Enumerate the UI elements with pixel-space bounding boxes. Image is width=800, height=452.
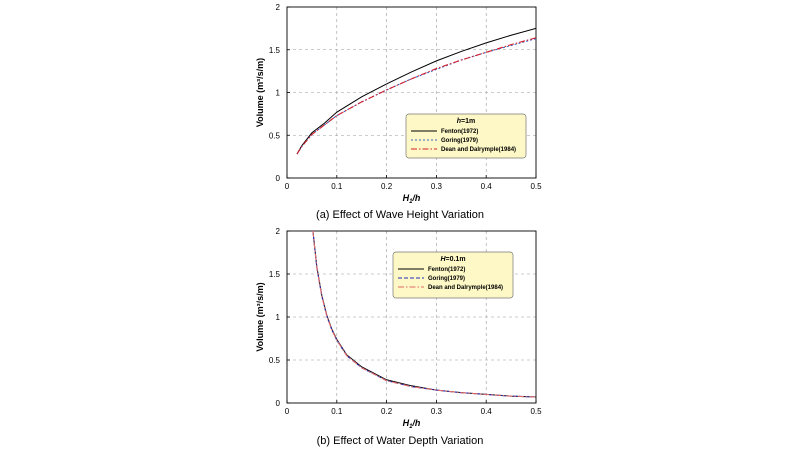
x-tick-label: 0 bbox=[285, 182, 290, 191]
x-axis-title: H1/h bbox=[403, 193, 421, 205]
legend-title-rest: =1m bbox=[461, 118, 475, 125]
series-line-1 bbox=[296, 27, 536, 155]
y-tick-label: 1 bbox=[276, 89, 281, 98]
y-tick-label: 0.5 bbox=[269, 356, 281, 365]
legend-title-rest: =0.1m bbox=[446, 256, 466, 263]
y-tick-label: 1 bbox=[276, 313, 281, 322]
legend-entry-2: Goring(1979) bbox=[428, 276, 465, 282]
x-tick-label: 0.1 bbox=[331, 182, 343, 191]
x-tick-label: 0.5 bbox=[530, 407, 542, 416]
y-tick-label: 0 bbox=[276, 399, 281, 408]
series-line-3 bbox=[312, 231, 536, 398]
x-tick-label: 0 bbox=[285, 407, 290, 416]
figure-caption: (a) Effect of Wave Height Variation bbox=[316, 209, 484, 221]
x-tick-label: 0.2 bbox=[381, 182, 393, 191]
y-tick-label: 2 bbox=[276, 3, 281, 12]
chart-panel-2: 0 0.1 0.2 0.3 0.4 0.5 0 0.5 1 1.5 2 Volume (m³/s/m)… bbox=[255, 227, 542, 447]
x-tick-label: 0.2 bbox=[381, 407, 393, 416]
x-axis-title-sub: 1 bbox=[409, 424, 413, 430]
x-tick-label: 0.3 bbox=[431, 407, 443, 416]
x-tick-label: 0.4 bbox=[481, 182, 493, 191]
y-tick-label: 0 bbox=[276, 174, 281, 183]
x-tick-label: 0.3 bbox=[431, 182, 443, 191]
x-axis-title-rest: /h bbox=[411, 418, 421, 428]
series-line-3 bbox=[296, 37, 536, 155]
y-tick-label: 1.5 bbox=[269, 46, 281, 55]
x-tick-label: 0.4 bbox=[481, 407, 493, 416]
legend-entry-3: Dean and Dalrymple(1984) bbox=[428, 285, 503, 291]
legend-entry-1: Fenton(1972) bbox=[428, 267, 465, 273]
legend: H=0.1m Fenton(1972) Goring(1979) Dean and D… bbox=[392, 251, 514, 299]
y-tick-label: 0.5 bbox=[269, 131, 281, 140]
x-axis-title-main: H bbox=[403, 193, 410, 203]
legend-title: H=0.1m bbox=[440, 256, 465, 263]
legend-title: h=1m bbox=[457, 118, 476, 125]
y-axis-title: Volume (m³/s/m) bbox=[255, 58, 265, 127]
x-axis-title-rest: /h bbox=[411, 193, 421, 203]
legend-entry-1: Fenton(1972) bbox=[441, 129, 478, 135]
legend: h=1m Fenton(1972) Goring(1979) Dean and Dal… bbox=[405, 113, 527, 159]
legend-entry-2: Goring(1979) bbox=[441, 138, 478, 144]
chart-panel-1: 0 0.1 0.2 0.3 0.4 0.5 0 0.5 1 1.5 2 Volume (m³/s/m)… bbox=[255, 3, 542, 221]
y-axis-title: Volume (m³/s/m) bbox=[255, 282, 265, 351]
x-axis-title: H1/h bbox=[403, 418, 421, 430]
legend-title-main: H bbox=[440, 256, 446, 263]
legend-box bbox=[405, 113, 527, 159]
x-tick-label: 0.5 bbox=[530, 182, 542, 191]
x-axis-title-main: H bbox=[403, 418, 410, 428]
legend-title-main: h bbox=[457, 118, 461, 125]
y-tick-label: 1.5 bbox=[269, 270, 281, 279]
x-tick-label: 0.1 bbox=[331, 407, 343, 416]
legend-entry-3: Dean and Dalrymple(1984) bbox=[441, 147, 516, 153]
y-tick-label: 2 bbox=[276, 227, 281, 236]
figure-caption: (b) Effect of Water Depth Variation bbox=[317, 435, 484, 447]
x-axis-title-sub: 1 bbox=[409, 199, 413, 205]
